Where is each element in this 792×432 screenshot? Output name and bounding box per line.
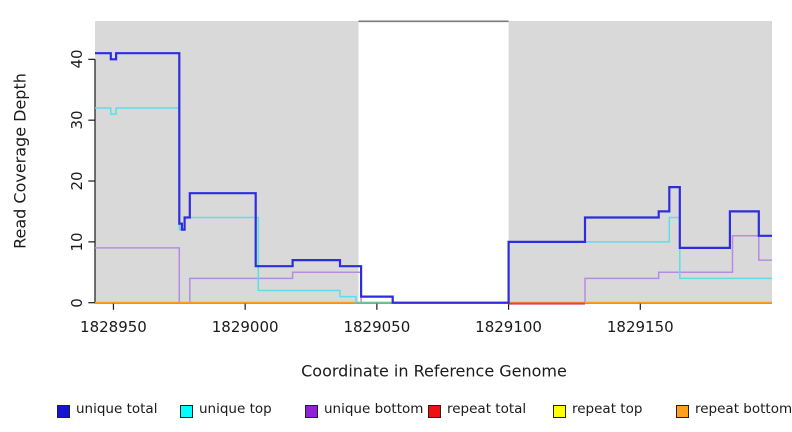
series-unique-total-line [95, 52, 772, 304]
y-tick-label: 20 [68, 171, 86, 191]
legend-swatch-unique-bottom [305, 405, 318, 418]
legend-label: unique top [199, 401, 272, 417]
y-tick-label: 10 [68, 232, 86, 252]
legend-swatch-repeat-bottom [676, 405, 689, 418]
legend-label: repeat top [572, 401, 643, 417]
legend-swatch-repeat-top [553, 405, 566, 418]
y-tick-label: 30 [68, 110, 86, 130]
y-tick-label: 0 [68, 297, 86, 308]
legend-label: unique total [76, 401, 158, 417]
x-tick-label: 1828950 [80, 318, 147, 336]
shaded-region-1 [508, 21, 772, 304]
legend-swatch-unique-top [180, 405, 193, 418]
y-tick-label: 40 [68, 49, 86, 69]
x-tick-label: 1829100 [475, 318, 542, 336]
legend-label: repeat total [447, 401, 527, 417]
x-tick-label: 1829050 [343, 318, 411, 336]
shaded-region-0 [95, 21, 359, 304]
legend-swatch-repeat-total [428, 405, 441, 418]
series-unique-top-line [95, 107, 772, 304]
x-tick-label: 1829000 [211, 318, 279, 336]
x-tick-label: 1829150 [606, 318, 674, 336]
legend-label: unique bottom [324, 401, 424, 417]
legend-swatch-unique-total [57, 405, 70, 418]
legend-label: repeat bottom [695, 401, 792, 417]
x-axis-title: Coordinate in Reference Genome [301, 361, 567, 381]
y-axis-title: Read Coverage Depth [10, 73, 30, 249]
